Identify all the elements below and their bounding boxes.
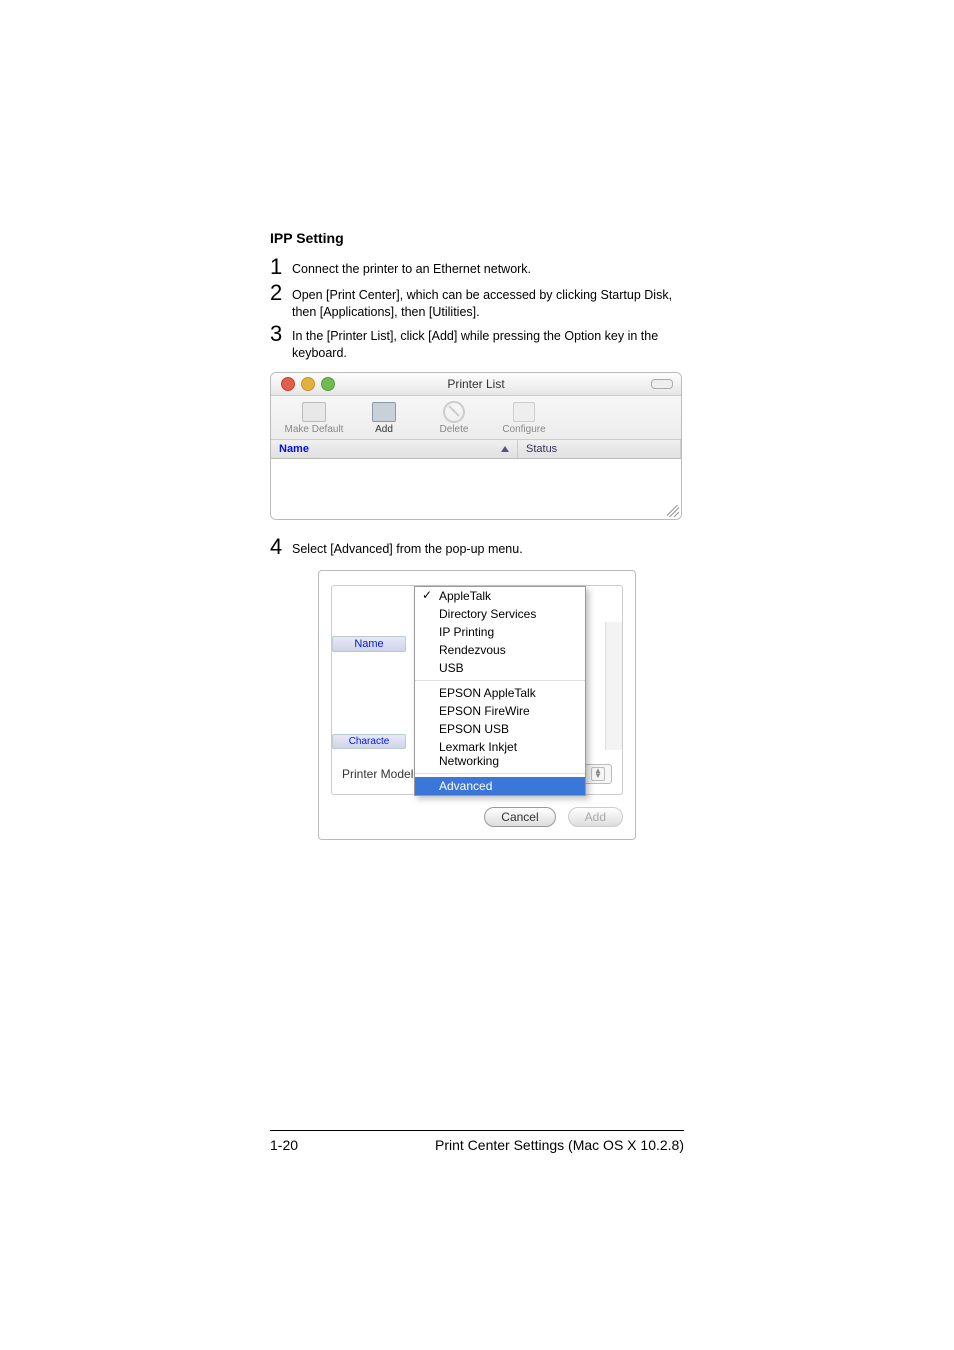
- step-text-2: Open [Print Center], which can be access…: [292, 284, 684, 321]
- column-name[interactable]: Name: [271, 440, 518, 458]
- footer-right: Print Center Settings (Mac OS X 10.2.8): [435, 1137, 684, 1153]
- step-num-2: 2: [270, 282, 292, 304]
- step-num-1: 1: [270, 256, 292, 278]
- menu-item-rendezvous[interactable]: Rendezvous: [415, 641, 585, 659]
- step-text-3: In the [Printer List], click [Add] while…: [292, 325, 684, 362]
- connection-type-popup[interactable]: AppleTalk Directory Services IP Printing…: [414, 586, 586, 796]
- step-1: 1 Connect the printer to an Ethernet net…: [270, 258, 684, 280]
- menu-item-epson-appletalk[interactable]: EPSON AppleTalk: [415, 684, 585, 702]
- step-3: 3 In the [Printer List], click [Add] whi…: [270, 325, 684, 362]
- col-name-label: Name: [279, 443, 309, 455]
- forbid-icon: [443, 401, 465, 423]
- delete-label: Delete: [440, 424, 469, 435]
- page-footer: 1-20 Print Center Settings (Mac OS X 10.…: [270, 1130, 684, 1153]
- list-body: [271, 459, 681, 519]
- resize-grip-icon[interactable]: [667, 505, 679, 517]
- step-4: 4 Select [Advanced] from the pop-up menu…: [270, 538, 684, 560]
- page-number: 1-20: [270, 1137, 298, 1153]
- make-default-button: Make Default: [279, 400, 349, 439]
- printer-add-icon: [372, 402, 396, 422]
- printer-icon: [302, 402, 326, 422]
- add-button[interactable]: Add: [349, 400, 419, 439]
- step-num-3: 3: [270, 323, 292, 345]
- configure-label: Configure: [502, 424, 545, 435]
- step-text-4: Select [Advanced] from the pop-up menu.: [292, 538, 523, 558]
- make-default-label: Make Default: [285, 424, 344, 435]
- toolbar-toggle-icon[interactable]: [651, 379, 673, 389]
- add-printer-dialog: Name Characte AppleTalk Directory Servic…: [318, 570, 636, 840]
- sort-ascending-icon: [501, 446, 509, 452]
- menu-item-directory-services[interactable]: Directory Services: [415, 605, 585, 623]
- column-header-name[interactable]: Name: [332, 636, 406, 652]
- menu-item-appletalk[interactable]: AppleTalk: [415, 587, 585, 605]
- menu-item-epson-usb[interactable]: EPSON USB: [415, 720, 585, 738]
- step-text-1: Connect the printer to an Ethernet netwo…: [292, 258, 531, 278]
- cancel-button[interactable]: Cancel: [484, 807, 555, 827]
- menu-item-ip-printing[interactable]: IP Printing: [415, 623, 585, 641]
- column-header-character[interactable]: Characte: [332, 734, 406, 749]
- column-status[interactable]: Status: [518, 440, 681, 458]
- inner-panel: Name Characte AppleTalk Directory Servic…: [331, 585, 623, 795]
- add-label: Add: [375, 424, 393, 435]
- menu-item-usb[interactable]: USB: [415, 659, 585, 677]
- toolbar: Make Default Add Delete Configure: [271, 396, 681, 440]
- menu-item-advanced[interactable]: Advanced: [415, 777, 585, 795]
- printer-list-window: Printer List Make Default Add Delete: [270, 372, 682, 520]
- up-down-arrows-icon: ▲▼: [591, 767, 605, 781]
- configure-button: Configure: [489, 400, 559, 439]
- menu-item-lexmark[interactable]: Lexmark Inkjet Networking: [415, 738, 585, 770]
- menu-separator: [415, 680, 585, 681]
- section-heading: IPP Setting: [270, 230, 684, 246]
- add-button-dialog: Add: [568, 807, 623, 827]
- scrollbar-track: [605, 622, 622, 750]
- list-header: Name Status: [271, 440, 681, 459]
- menu-item-epson-firewire[interactable]: EPSON FireWire: [415, 702, 585, 720]
- configure-icon: [513, 402, 535, 422]
- step-num-4: 4: [270, 536, 292, 558]
- step-2: 2 Open [Print Center], which can be acce…: [270, 284, 684, 321]
- delete-button: Delete: [419, 400, 489, 439]
- menu-separator-2: [415, 773, 585, 774]
- titlebar: Printer List: [271, 373, 681, 396]
- window-title: Printer List: [271, 377, 681, 391]
